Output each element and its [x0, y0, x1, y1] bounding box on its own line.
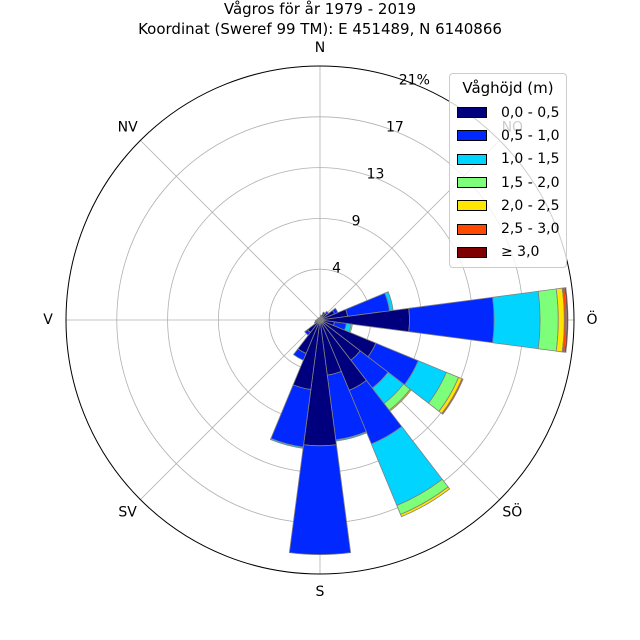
bar-segment	[292, 348, 307, 361]
bar-segment	[319, 317, 321, 321]
grid-spoke	[140, 140, 321, 321]
legend-entry: 2,0 - 2,5	[450, 194, 566, 217]
bar-segment	[564, 287, 569, 353]
legend-label: ≥ 3,0	[501, 244, 540, 261]
bar-segment	[408, 296, 495, 344]
chart-title: Vågros för år 1979 - 2019	[223, 0, 417, 18]
legend-entry: 2,5 - 3,0	[450, 217, 566, 240]
bar-segment	[492, 290, 541, 350]
radial-tick-label: 21%	[399, 73, 430, 89]
legend-swatch	[457, 223, 487, 235]
legend-entries: 0,0 - 0,5 0,5 - 1,0 1,0 - 1,5 1,5 - 2,0 2,0 …	[450, 101, 566, 264]
direction-label: Ö	[586, 310, 597, 328]
legend-entry: ≥ 3,0	[450, 241, 566, 264]
grid-spoke	[140, 319, 321, 500]
legend-title: Våghöjd (m)	[462, 79, 554, 97]
legend: Våghöjd (m) 0,0 - 0,5 0,5 - 1,0 1,0 - 1,5 1…	[449, 73, 567, 268]
direction-label: V	[43, 312, 53, 328]
bar-segment	[304, 329, 311, 336]
direction-label: SV	[118, 504, 137, 520]
outer-ring	[65, 65, 575, 575]
bars	[269, 287, 569, 555]
chart-subtitle: Koordinat (Sweref 99 TM): E 451489, N 61…	[138, 20, 502, 38]
legend-swatch	[457, 200, 487, 212]
radial-tick-label: 9	[352, 213, 361, 229]
bar-segment	[313, 321, 317, 325]
legend-entry: 1,0 - 1,5	[450, 148, 566, 171]
direction-label: NV	[118, 120, 138, 136]
legend-swatch	[457, 153, 487, 165]
bar-segment	[537, 288, 559, 352]
bar-segment	[400, 486, 451, 518]
legend-swatch	[457, 177, 487, 189]
legend-label: 0,5 - 1,0	[501, 127, 560, 144]
direction-label: N	[315, 40, 325, 56]
legend-label: 1,5 - 2,0	[501, 174, 560, 191]
legend-label: 2,0 - 2,5	[501, 197, 560, 214]
legend-label: 1,0 - 1,5	[501, 151, 560, 168]
bar-segment	[269, 437, 304, 449]
legend-entry: 0,5 - 1,0	[450, 124, 566, 147]
legend-swatch	[457, 107, 487, 119]
radial-tick-label: 4	[332, 260, 341, 276]
direction-label: S	[316, 584, 325, 600]
bar-segment	[270, 384, 312, 448]
outer-circle	[65, 65, 575, 575]
legend-entry: 1,5 - 2,0	[450, 171, 566, 194]
legend-swatch	[457, 130, 487, 142]
bar-segment	[441, 378, 464, 415]
radial-tick-label: 17	[386, 119, 404, 135]
legend-swatch	[457, 246, 487, 258]
legend-label: 2,5 - 3,0	[501, 221, 560, 238]
bar-segment	[288, 444, 352, 555]
direction-label: SÖ	[502, 502, 522, 520]
legend-entry: 0,0 - 0,5	[450, 101, 566, 124]
radial-tick-label: 13	[367, 166, 385, 182]
legend-label: 0,0 - 0,5	[501, 104, 560, 121]
